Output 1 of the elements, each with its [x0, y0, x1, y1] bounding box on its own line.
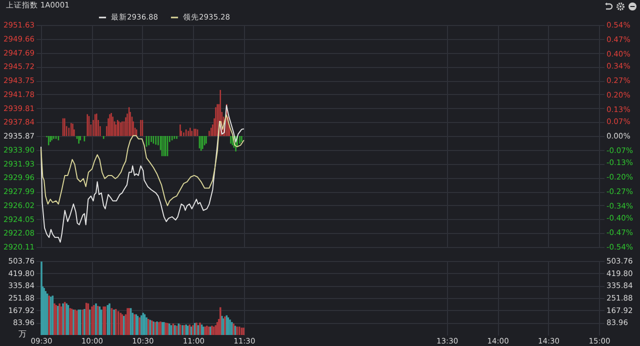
- y-axis-title: 万: [18, 330, 26, 338]
